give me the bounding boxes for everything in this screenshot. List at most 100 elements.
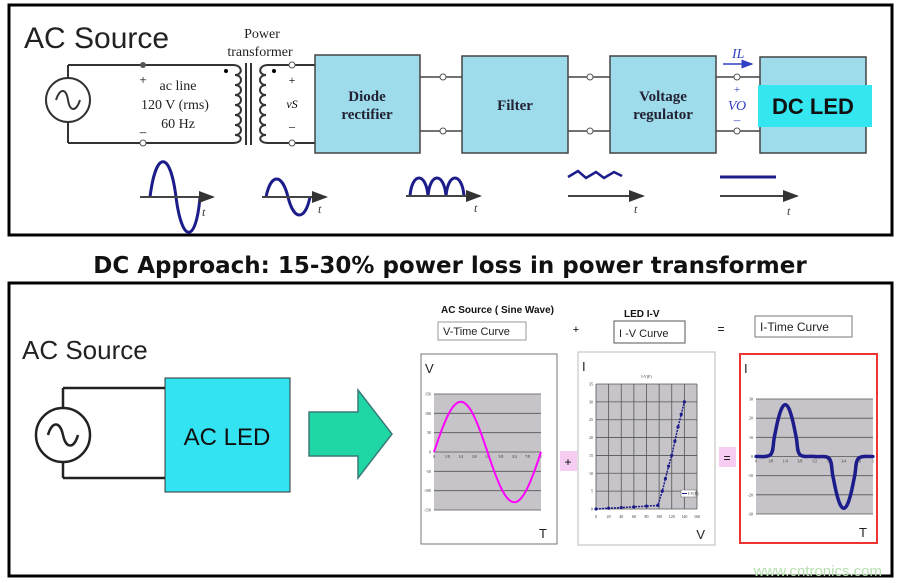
transformer-label-2: transformer <box>227 45 293 60</box>
led-title: LED I-V <box>624 309 660 320</box>
data-point <box>594 507 598 511</box>
y-tick-label: 25 <box>589 417 593 422</box>
series-line <box>595 401 686 510</box>
x-tick-label: 1 <box>872 459 874 464</box>
data-point <box>827 456 831 461</box>
time-axis-label: t <box>787 204 791 218</box>
equals-operator: = <box>717 322 724 336</box>
primary-terminal-bottom <box>139 139 147 147</box>
x-tick-label: 80 <box>645 514 649 519</box>
data-point <box>619 505 623 510</box>
secondary-plus-label: + <box>289 73 296 87</box>
svg-text:Filter: Filter <box>497 98 533 114</box>
x-tick-label: 5/8 <box>498 454 503 459</box>
secondary-minus-label: – <box>288 119 296 133</box>
y-tick-label: 100 <box>425 411 431 416</box>
secondary-terminal-bottom <box>288 139 296 147</box>
x-tick-label: 7/8 <box>525 454 530 459</box>
secondary-terminal-top <box>288 61 296 69</box>
x-tick-label: 0 <box>755 459 757 464</box>
data-point <box>794 435 798 439</box>
svg-text:Voltage: Voltage <box>639 89 687 105</box>
data-point <box>670 453 674 458</box>
top-panel: AC Source + – ac line 120 V (rms) 60 Hz … <box>7 3 894 237</box>
y-tick-label: 20 <box>589 435 593 440</box>
svg-text:I-Time Curve: I-Time Curve <box>760 320 829 334</box>
data-point <box>831 474 835 478</box>
svg-text:regulator: regulator <box>633 107 693 123</box>
x-tick-label: 120 <box>669 514 675 519</box>
data-point <box>666 464 671 468</box>
data-point <box>682 400 686 404</box>
x-tick-label: 1/4 <box>783 459 788 464</box>
transformer-label-1: Power <box>244 27 280 42</box>
output-terminal-top <box>733 73 741 81</box>
time-axis-label: t <box>474 201 478 215</box>
data-point <box>798 452 802 457</box>
y-tick-label: 30 <box>589 399 593 404</box>
ac-voltage-label: 120 V (rms) <box>141 98 209 113</box>
time-axis-label: t <box>318 202 322 216</box>
legend-box <box>680 489 697 498</box>
ac-source-symbol-icon <box>45 64 233 144</box>
y-tick-label: -20 <box>748 492 753 497</box>
i-time-curve-box <box>754 315 853 338</box>
data-point <box>607 506 611 510</box>
x-tick-label: 3/4 <box>512 454 517 459</box>
svg-text:V-Time Curve: V-Time Curve <box>443 326 510 338</box>
x-tick-label: 3/4 <box>841 459 846 464</box>
top-heading: AC Source <box>24 22 169 55</box>
data-point <box>838 502 842 507</box>
y-tick-label: -30 <box>748 512 753 517</box>
data-point <box>790 418 795 422</box>
y-tick-label: 0 <box>429 450 431 455</box>
ac-frequency-label: 60 Hz <box>161 117 195 132</box>
chart-1: 150 100 50 0 -50 -100 -150 0 1/8 1/4 3/8 1/2 5/8 3/4 7… <box>424 361 547 541</box>
plus-operator-box <box>560 451 577 471</box>
data-point <box>842 506 846 510</box>
data-point <box>787 406 791 411</box>
y-axis-label: I <box>744 361 748 376</box>
dc-led-label: DC LED <box>772 94 854 119</box>
data-point <box>849 491 853 495</box>
svg-text:Diode: Diode <box>348 89 386 105</box>
primary-minus-label: – <box>139 124 147 139</box>
output-voltage-label: VO <box>728 99 746 114</box>
x-axis-label: T <box>539 526 547 541</box>
data-point <box>660 489 664 493</box>
x-tick-label: 1 <box>540 454 542 459</box>
ac-line-label: ac line <box>160 79 197 94</box>
data-point <box>812 454 817 459</box>
bottom-panel: AC Source AC LED AC Source ( Sine Wave) … <box>7 281 894 578</box>
x-tick-label: 60 <box>632 514 636 519</box>
y-axis-label: I <box>582 359 586 374</box>
y-tick-label: -150 <box>424 508 431 513</box>
series-line <box>433 400 542 504</box>
x-tick-label: 0 <box>433 454 435 459</box>
primary-terminal-top <box>140 62 146 68</box>
plus-operator: + <box>573 324 579 336</box>
caption: DC Approach: 15-30% power loss in power … <box>93 253 807 279</box>
data-point <box>656 503 660 508</box>
svg-text:=: = <box>723 451 730 465</box>
data-point <box>853 474 857 478</box>
data-point <box>834 491 839 495</box>
data-point <box>769 452 773 457</box>
x-tick-label: 3/8 <box>472 454 477 459</box>
data-point <box>673 439 677 443</box>
svg-text:I -V Curve: I -V Curve <box>619 328 669 340</box>
y-tick-label: 0 <box>591 507 593 512</box>
equals-operator-box <box>719 447 736 467</box>
y-tick-label: 150 <box>425 392 431 397</box>
y-tick-label: 0 <box>751 454 753 459</box>
data-point <box>776 418 780 422</box>
v-time-curve-box <box>437 321 527 341</box>
transformer-icon <box>232 63 315 145</box>
chart-2: 35 30 25 20 15 10 5 00 20 40 60 80 100 120 140 160 I V I-V… <box>582 359 705 542</box>
x-tick-label: 40 <box>619 514 623 519</box>
y-tick-label: -100 <box>424 488 431 493</box>
ac-led-label: AC LED <box>184 424 271 451</box>
bottom-heading: AC Source <box>22 335 148 365</box>
x-tick-label: 1/8 <box>768 459 773 464</box>
